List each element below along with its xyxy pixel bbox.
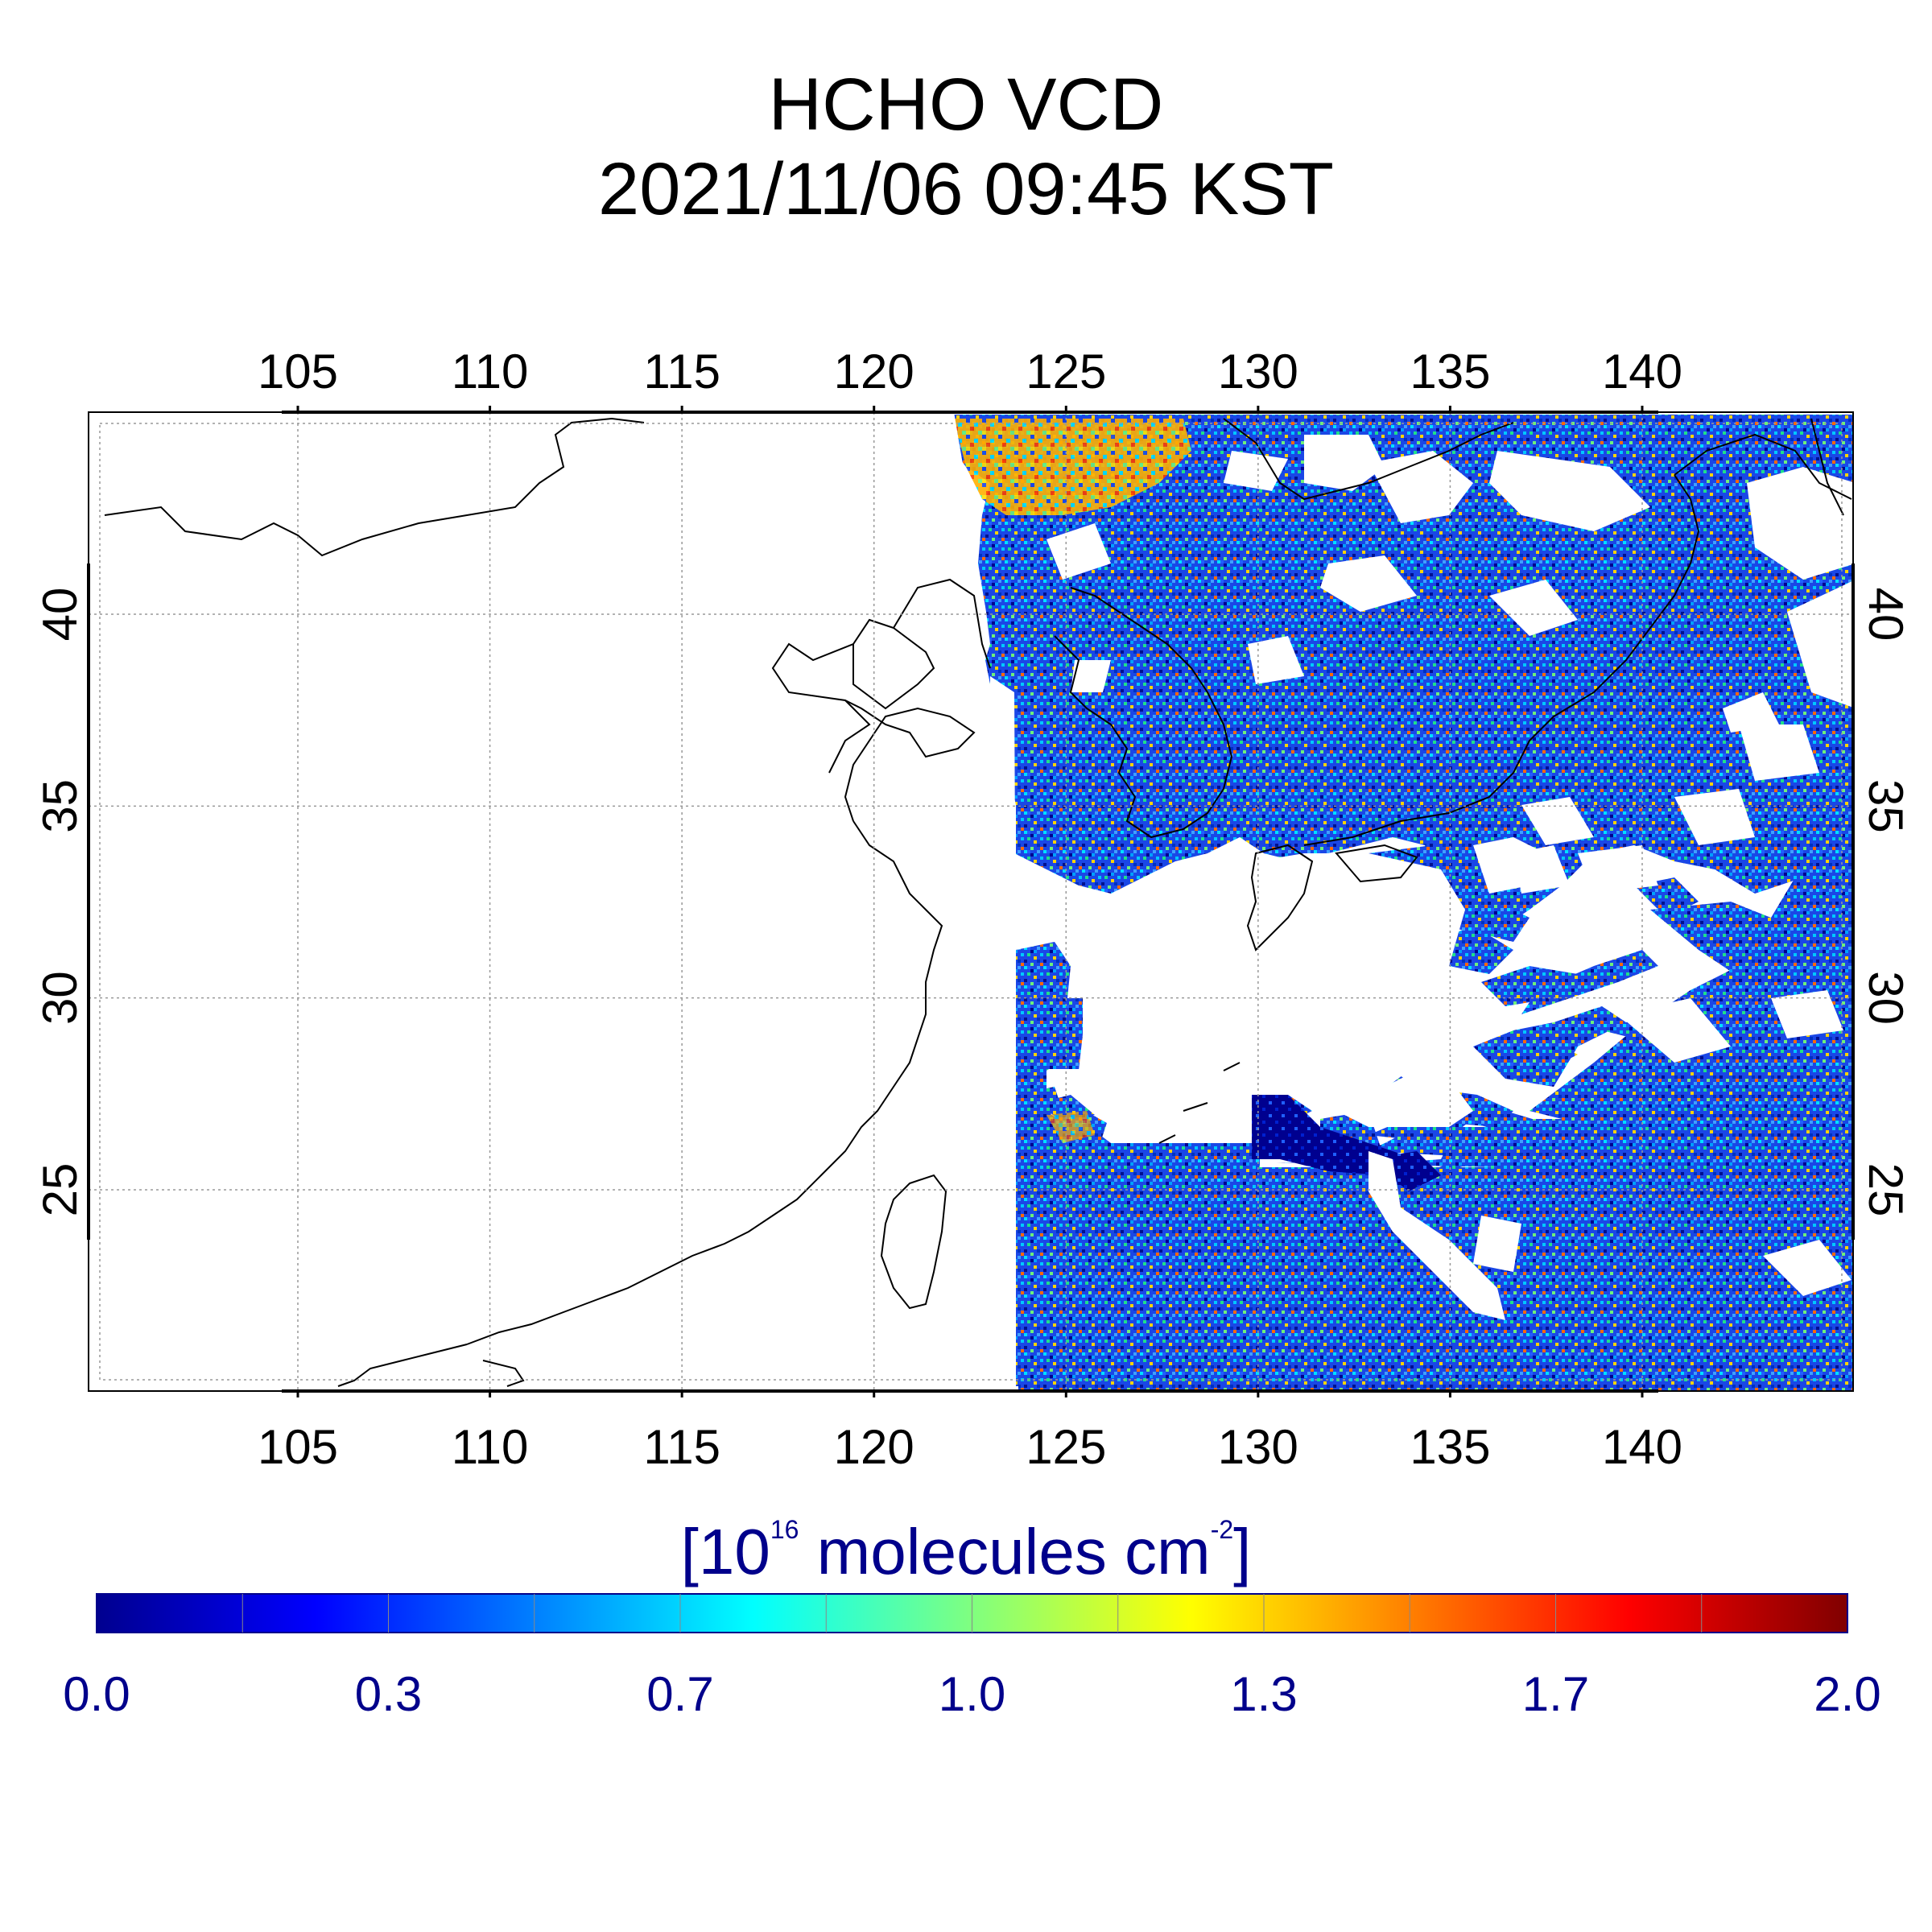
title-main: HCHO VCD	[768, 64, 1164, 146]
lat-label-left: 30	[33, 971, 87, 1025]
lon-label-bottom: 130	[1218, 1420, 1298, 1474]
coastline-south-china	[337, 1344, 468, 1387]
coastline-layer	[104, 417, 1852, 1387]
coastline-hokkaido	[1674, 433, 1852, 500]
coastline-sakhalin	[1810, 418, 1844, 516]
map-inner-border	[99, 423, 1843, 1381]
coastline-jiangsu-zhejiang	[466, 820, 943, 1345]
colorbar	[96, 1593, 1848, 1633]
coastline-korea-west	[1054, 587, 1233, 839]
lat-label-right: 25	[1859, 1163, 1913, 1217]
unit-mid: molecules cm	[799, 1516, 1211, 1587]
colorbar-tick-label: 1.3	[1230, 1667, 1298, 1721]
coastline-hainan	[482, 1360, 525, 1387]
lon-label-bottom: 135	[1410, 1420, 1490, 1474]
lat-label-left: 25	[33, 1163, 87, 1217]
unit-exponent-1: 16	[770, 1515, 799, 1544]
coastline-bohai-bay	[771, 618, 935, 774]
coastline-taiwan	[880, 1174, 947, 1310]
colorbar-tick-label: 0.7	[646, 1667, 714, 1721]
colorbar-tick-label: 0.3	[354, 1667, 423, 1721]
colorbar-tick-label: 1.0	[938, 1667, 1006, 1721]
coastline-ryukyu	[1158, 1062, 1241, 1144]
coastline-bohai-north	[104, 417, 645, 557]
lon-label-top: 130	[1218, 345, 1298, 398]
lon-label-bottom: 120	[834, 1420, 914, 1474]
unit-exponent-2: -2	[1210, 1515, 1234, 1544]
colorbar-tick-label: 1.7	[1521, 1667, 1590, 1721]
unit-suffix: ]	[1233, 1516, 1252, 1587]
coastline-russia	[1223, 418, 1514, 501]
lon-label-bottom: 115	[643, 1420, 720, 1474]
lon-label-top: 115	[643, 345, 720, 398]
lon-label-bottom: 125	[1026, 1420, 1106, 1474]
lat-label-right: 35	[1859, 779, 1913, 833]
lon-label-top: 120	[834, 345, 914, 398]
lat-label-left: 35	[33, 779, 87, 833]
coastline-liaodong	[893, 578, 991, 669]
lon-label-top: 125	[1026, 345, 1106, 398]
lon-label-top: 135	[1410, 345, 1490, 398]
lon-label-top: 110	[452, 345, 529, 398]
lon-label-bottom: 140	[1602, 1420, 1682, 1474]
lon-label-top: 140	[1602, 345, 1682, 398]
colorbar-tick-label: 2.0	[1814, 1667, 1881, 1721]
hcho-data-swath	[89, 412, 1853, 1391]
lon-label-top: 105	[258, 345, 338, 398]
coastline-shandong	[844, 700, 976, 822]
lat-label-left: 40	[33, 588, 87, 642]
lat-label-right: 30	[1859, 971, 1913, 1025]
lat-label-right: 40	[1859, 588, 1913, 642]
coastline-japan-shikoku	[1335, 844, 1418, 883]
coastline-japan-honshu	[1303, 474, 1700, 846]
lon-label-bottom: 105	[258, 1420, 338, 1474]
title-timestamp: 2021/11/06 09:45 KST	[598, 148, 1334, 230]
colorbar-unit-label: [1016 molecules cm-2]	[0, 1489, 1932, 1592]
coastline-japan-kyushu	[1246, 844, 1314, 952]
lon-label-bottom: 110	[452, 1420, 529, 1474]
unit-prefix: [10	[680, 1516, 770, 1587]
map-frame: 105 105 110 110 115 115 120 120 125 125 130 130 135 1…	[33, 345, 1913, 1474]
colorbar-tick-label: 0.0	[63, 1667, 130, 1721]
